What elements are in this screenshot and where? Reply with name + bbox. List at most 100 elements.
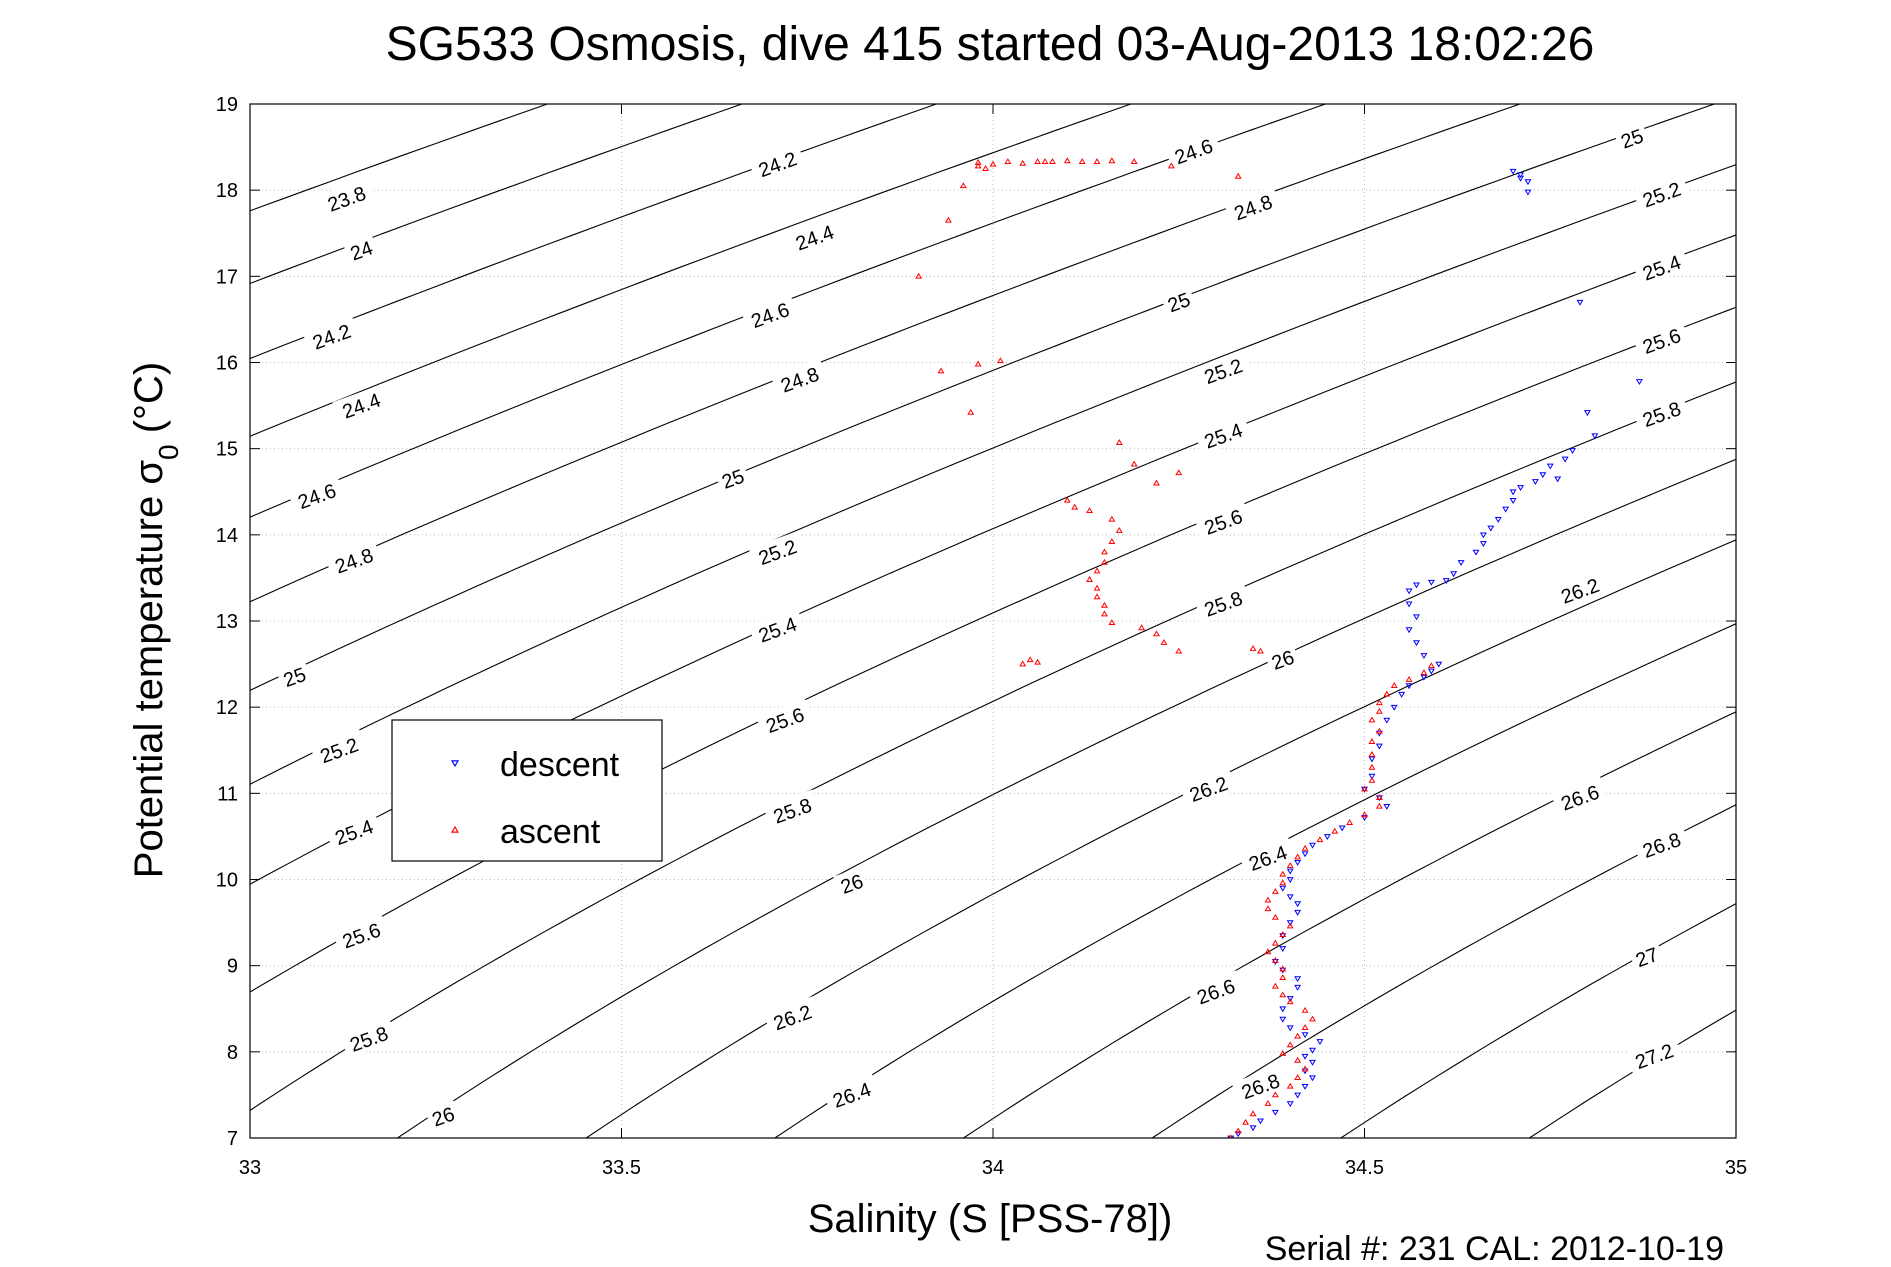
ascent-point	[1279, 879, 1287, 886]
density-contour-label-background	[1239, 836, 1297, 878]
density-contour-label-background	[1194, 414, 1252, 455]
descent-point	[1413, 582, 1420, 589]
serial-calibration-footer: Serial #: 231 CAL: 2012-10-19	[1265, 1230, 1724, 1262]
y-tick-label: 19	[216, 94, 238, 116]
ascent-point	[1108, 538, 1116, 545]
y-tick-label: 9	[227, 956, 238, 978]
density-contour-label-background	[1164, 130, 1222, 171]
legend-label-ascent: ascent	[500, 813, 601, 851]
density-contour-line	[250, 164, 1736, 785]
ascent-point	[1152, 479, 1160, 486]
density-contour-label-background	[325, 810, 383, 852]
density-contour-label-group: 25	[714, 461, 751, 495]
ascent-point	[1019, 660, 1027, 667]
descent-point	[1301, 1032, 1309, 1039]
descent-point	[1591, 433, 1599, 440]
ascent-point	[1152, 630, 1160, 637]
density-contour-labels: 23.82424.224.424.624.82525.225.425.625.8…	[276, 121, 1690, 1132]
descent-point	[1479, 532, 1487, 539]
ascent-point	[1271, 1091, 1279, 1098]
density-contour-label-group: 24.4	[785, 216, 843, 257]
descent-point	[1517, 485, 1525, 492]
descent-point	[1301, 1083, 1309, 1090]
descent-point	[1539, 472, 1547, 479]
descent-point	[1294, 909, 1302, 916]
density-contour-label-background	[748, 143, 806, 184]
ascent-point	[1427, 662, 1435, 669]
ascent-point	[1279, 870, 1287, 877]
descent-point	[1294, 901, 1302, 908]
ascent-point	[1279, 931, 1287, 937]
ascent-point	[989, 160, 997, 167]
descent-point	[1450, 571, 1458, 578]
ascent-point	[1138, 624, 1146, 631]
ascent-point	[1264, 896, 1272, 903]
legend-box	[391, 719, 663, 862]
ascent-point	[1286, 922, 1294, 929]
y-tick-label: 7	[227, 1128, 238, 1150]
ascent-point	[1301, 844, 1309, 851]
y-tick-label: 12	[216, 697, 238, 719]
descent-point	[1309, 1047, 1316, 1054]
density-contour-line	[250, 104, 1522, 603]
ascent-point	[1368, 716, 1376, 723]
density-contour-label-background	[1632, 246, 1690, 287]
ascent-point	[1301, 1024, 1309, 1031]
density-contour-label-background	[1194, 582, 1252, 624]
descent-point	[1517, 172, 1525, 179]
ascent-point	[1100, 558, 1108, 565]
density-contour-label-background	[748, 530, 806, 572]
ascent-point	[1093, 158, 1101, 165]
ascent-point	[1093, 593, 1101, 600]
x-tick-label: 33.5	[602, 1157, 641, 1179]
x-tick-label: 34.5	[1345, 1157, 1384, 1179]
descent-point	[1405, 683, 1413, 690]
descent-point	[1442, 578, 1450, 585]
y-tick-label: 10	[216, 870, 238, 892]
descent-point	[1405, 588, 1413, 595]
ascent-point	[1086, 576, 1094, 582]
density-contour-label-background	[1160, 284, 1197, 318]
descent-point	[1271, 959, 1279, 965]
ascent-point	[1115, 439, 1123, 445]
ascent-point	[1286, 862, 1294, 869]
ascent-point	[1375, 794, 1383, 800]
descent-point	[1361, 815, 1368, 822]
descent-point	[1561, 456, 1569, 463]
density-contour-label-background	[1187, 970, 1245, 1011]
ascent-point	[1034, 658, 1042, 665]
x-axis-label: Salinity (S [PSS-78])	[808, 1197, 1173, 1241]
ascent-point	[1279, 965, 1287, 972]
descent-point	[1375, 743, 1383, 750]
ascent-point	[1375, 707, 1383, 714]
ascent-point	[1279, 1049, 1287, 1056]
descent-point	[1294, 859, 1302, 866]
descent-point	[1479, 541, 1487, 548]
density-contour-label-background	[714, 461, 751, 495]
y-tick-label: 13	[216, 611, 238, 633]
descent-point	[1383, 803, 1391, 810]
density-contour-line	[250, 381, 1736, 1112]
density-contour-label-background	[1628, 939, 1665, 973]
x-tick-label: 33	[239, 1157, 261, 1179]
density-contour-label-background	[1625, 1034, 1683, 1076]
density-contour-label-background	[332, 914, 390, 955]
ascent-point	[1361, 811, 1368, 818]
descent-point	[1286, 1101, 1294, 1108]
descent-point	[1257, 1118, 1264, 1125]
descent-point	[1286, 1025, 1294, 1032]
density-contour-label-background	[1231, 1065, 1289, 1106]
ascent-point	[1316, 836, 1324, 843]
descent-point	[1546, 463, 1554, 470]
data-series	[915, 157, 1643, 1138]
descent-point	[1383, 717, 1391, 724]
descent-point	[1413, 614, 1420, 621]
descent-point	[1420, 653, 1428, 660]
density-contour-label-background	[302, 315, 360, 356]
chart-title: SG533 Osmosis, dive 415 started 03-Aug-2…	[386, 18, 1595, 71]
ascent-point	[1368, 750, 1376, 757]
descent-point	[1279, 1016, 1287, 1023]
descent-point	[1368, 773, 1376, 780]
ascent-point	[1115, 526, 1123, 533]
